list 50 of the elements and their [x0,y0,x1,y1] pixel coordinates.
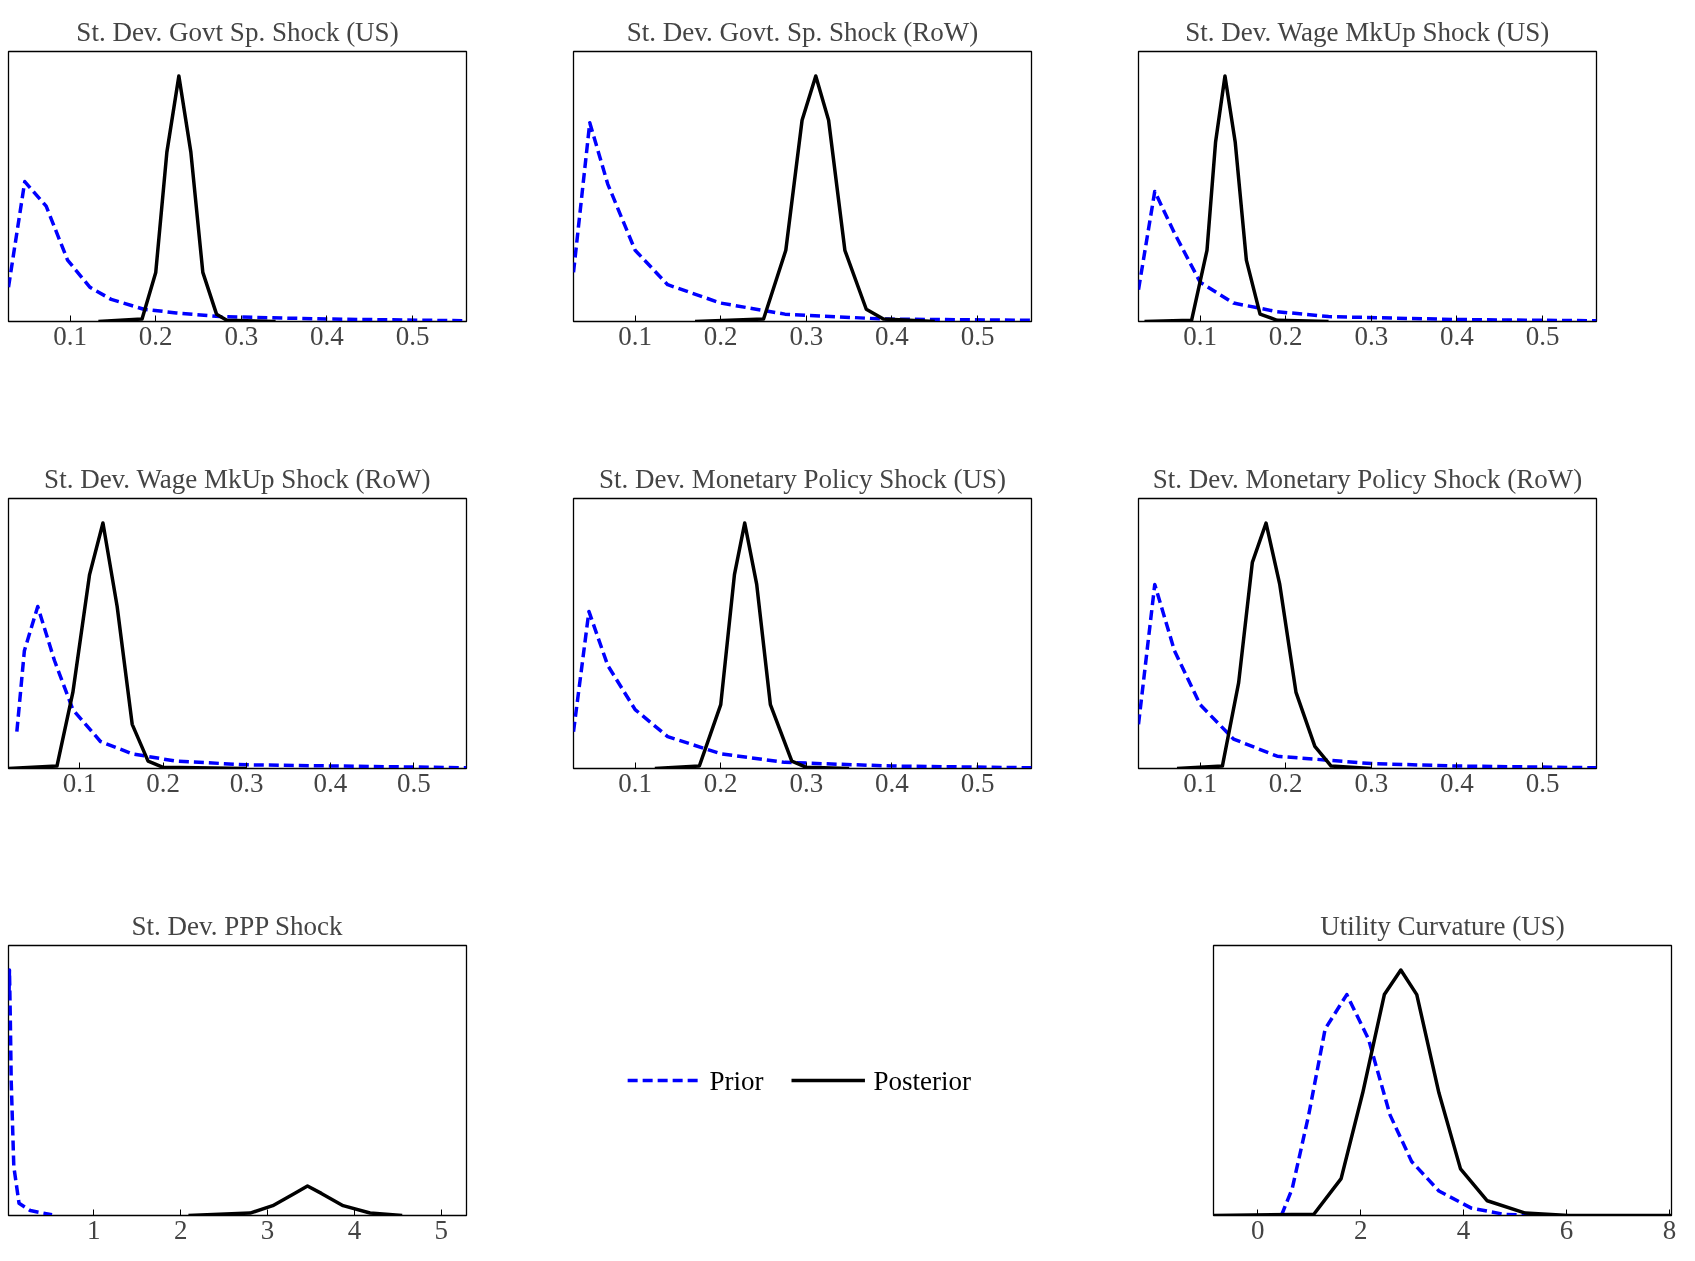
x-tick-label: 2 [1353,1214,1368,1245]
x-tick-label: 4 [1456,1214,1471,1245]
x-tick-label: 0.2 [703,320,738,351]
legend-label: Prior [709,1065,764,1096]
x-tick-label: 0.5 [1525,320,1560,351]
x-tick-label: 0.5 [396,767,431,798]
x-tick-label: 0.3 [229,767,264,798]
x-tick-label: 0.3 [1354,767,1389,798]
x-tick-label: 0.1 [53,320,88,351]
x-tick-label: 0.5 [960,767,995,798]
x-tick-label: 6 [1559,1214,1574,1245]
x-tick-label: 0.4 [310,320,345,351]
x-tick-label: 1 [86,1214,101,1245]
x-tick-label: 0.4 [1440,320,1475,351]
chart-title: St. Dev. Monetary Policy Shock (US) [599,463,1006,494]
x-tick-label: 0.2 [146,767,180,798]
x-tick-label: 0.2 [1268,767,1303,798]
x-tick-label: 3 [260,1214,275,1245]
x-tick-label: 0.1 [1183,767,1218,798]
x-tick-label: 0.5 [1525,767,1560,798]
legend-label: Posterior [873,1065,971,1096]
chart-title: St. Dev. Govt. Sp. Shock (RoW) [626,16,979,47]
x-tick-label: 0.1 [618,320,653,351]
x-tick-label: 0.1 [62,767,97,798]
chart-title: Utility Curvature (US) [1320,910,1565,941]
x-tick-label: 0.2 [703,767,738,798]
x-tick-label: 0.1 [1183,320,1218,351]
x-tick-label: 0.4 [875,320,910,351]
x-tick-label: 0.4 [1440,767,1475,798]
x-tick-label: 0.3 [789,320,824,351]
x-tick-label: 0.3 [789,767,824,798]
x-tick-label: 2 [173,1214,188,1245]
x-tick-label: 0.2 [138,320,173,351]
chart-title: St. Dev. PPP Shock [131,910,344,941]
x-tick-label: 0.5 [395,320,430,351]
x-tick-label: 0 [1251,1214,1265,1245]
x-tick-label: 0.4 [313,767,348,798]
x-tick-label: 0.3 [1354,320,1389,351]
chart-title: St. Dev. Monetary Policy Shock (RoW) [1152,463,1583,494]
chart-title: St. Dev. Wage MkUp Shock (US) [1185,16,1550,47]
x-tick-label: 0.3 [224,320,259,351]
x-tick-label: 0.1 [618,767,653,798]
chart-title: St. Dev. Govt Sp. Shock (US) [76,16,399,47]
x-tick-label: 8 [1662,1214,1677,1245]
x-tick-label: 0.4 [875,767,910,798]
x-tick-label: 0.2 [1268,320,1303,351]
chart-title: St. Dev. Wage MkUp Shock (RoW) [44,463,431,494]
x-tick-label: 0.5 [960,320,995,351]
x-tick-label: 5 [434,1214,449,1245]
x-tick-label: 4 [347,1214,362,1245]
